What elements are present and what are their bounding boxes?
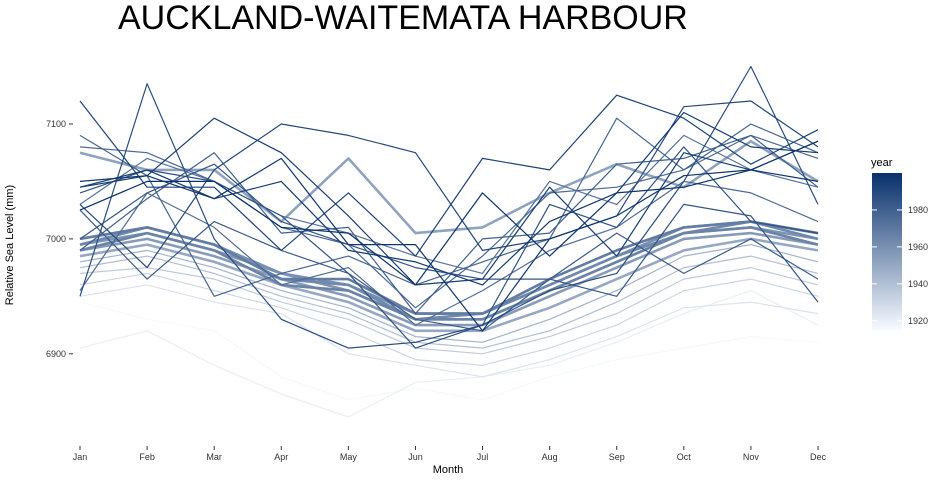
series-line-1996	[79, 111, 819, 286]
series-line-1992	[79, 94, 819, 257]
series-line-1945	[79, 244, 819, 343]
y-axis-title: Relative Sea Level (mm)	[4, 185, 16, 305]
series-line-1972	[79, 134, 819, 274]
y-tick-label: 7100	[46, 119, 66, 129]
x-tick-label: Apr	[274, 452, 288, 462]
y-tick-label: 6900	[46, 349, 66, 359]
chart-title: AUCKLAND-WAITEMATA HARBOUR	[118, 0, 688, 37]
series-line-1968	[79, 220, 819, 315]
x-tick-label: Oct	[677, 452, 692, 462]
legend-tick-label: 1940	[908, 279, 928, 289]
series-line-1930	[79, 272, 819, 366]
series-line-1990	[79, 100, 819, 269]
x-axis-title: Month	[433, 464, 464, 476]
series-line-1920	[79, 290, 819, 418]
series-line-1980	[79, 134, 819, 315]
series-line-1935	[79, 267, 819, 355]
series-line-1986	[79, 146, 819, 349]
x-axis: Jan Feb Mar Apr May Jun Jul Aug Sep Oct Nov Dec	[73, 446, 827, 462]
x-tick-label: Nov	[743, 452, 760, 462]
x-tick-label: Aug	[542, 452, 558, 462]
legend-title: year	[871, 157, 893, 169]
x-tick-label: Jul	[477, 452, 489, 462]
x-tick-label: Sep	[609, 452, 625, 462]
legend-tick-label: 1920	[908, 316, 928, 326]
series-line-1999	[79, 169, 819, 286]
legend-colorbar	[872, 173, 902, 330]
x-tick-label: Dec	[810, 452, 827, 462]
x-tick-label: Mar	[206, 452, 222, 462]
x-tick-label: May	[340, 452, 358, 462]
x-tick-label: Jan	[73, 452, 88, 462]
legend-tick-label: 1960	[908, 242, 928, 252]
x-tick-label: Jun	[408, 452, 423, 462]
plot-lines	[79, 65, 819, 418]
series-line-1998	[79, 140, 819, 332]
series-line-1952	[79, 139, 819, 235]
series-line-1965	[79, 226, 819, 321]
series-line-1940	[79, 255, 819, 349]
series-line-1975	[79, 180, 819, 326]
y-axis: 6900 7000 7100	[46, 119, 73, 359]
x-tick-label: Feb	[139, 452, 155, 462]
legend-tick-label: 1980	[908, 205, 928, 215]
series-line-1925	[79, 284, 819, 378]
series-line-1916	[79, 301, 819, 401]
series-line-1982	[79, 209, 819, 332]
color-legend: year 1920 1940 1960 1980	[871, 157, 928, 330]
y-tick-label: 7000	[46, 234, 66, 244]
series-line-1988	[79, 65, 819, 349]
series-line-1950	[79, 237, 819, 333]
series-line-1994	[79, 117, 819, 286]
